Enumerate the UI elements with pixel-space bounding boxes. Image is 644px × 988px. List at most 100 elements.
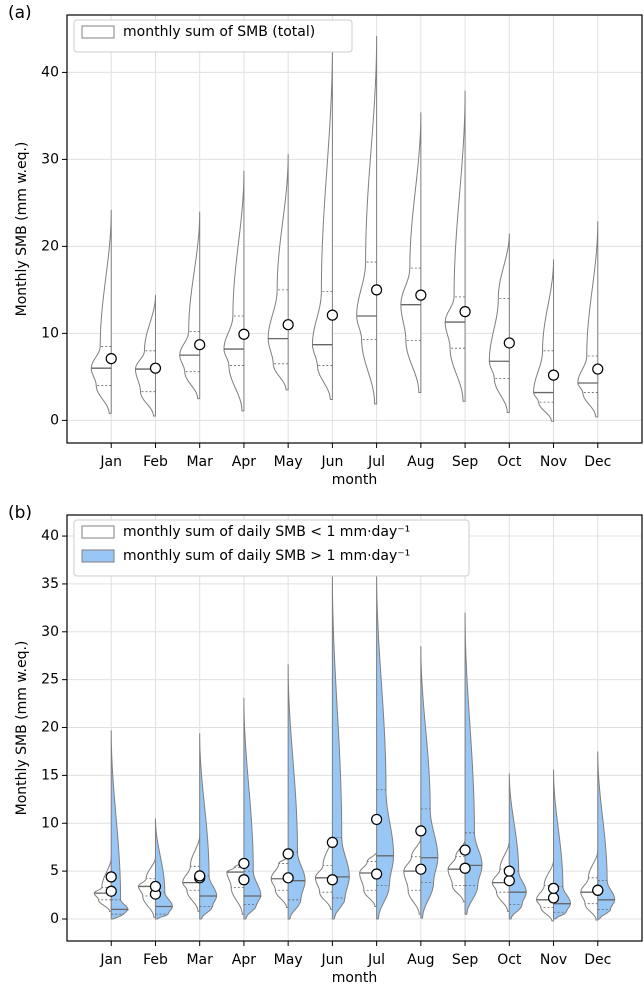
- y-axis-label: Monthly SMB (mm w.eq.): [14, 142, 30, 317]
- violin: [270, 856, 289, 908]
- y-tick-label: 10: [41, 325, 59, 341]
- violin: [403, 837, 422, 915]
- panel: 0 5 10 15 20 25 30 35 40 Jan Feb Mar Apr May Jun Jul Aug…: [8, 503, 643, 986]
- mean-marker: [547, 882, 560, 894]
- x-tick-label: Nov: [540, 454, 567, 470]
- y-tick-label: 0: [50, 911, 59, 927]
- mean-marker: [503, 865, 515, 877]
- plot-frame: [66, 14, 643, 444]
- x-tick-label: Sep: [452, 952, 479, 968]
- violin: [447, 839, 466, 903]
- legend-swatch: [81, 549, 115, 563]
- violin: [508, 773, 527, 920]
- mean-marker: [105, 885, 117, 897]
- mean-marker: [371, 813, 383, 826]
- x-tick-label: Apr: [232, 952, 256, 968]
- violin: [182, 834, 201, 912]
- mean-marker: [105, 353, 117, 365]
- legend-label: monthly sum of daily SMB < 1 mm·day⁻¹: [123, 524, 410, 540]
- violin: [580, 850, 599, 921]
- x-tick-label: Jun: [320, 952, 343, 968]
- legend-swatch: [81, 525, 115, 539]
- x-tick-label: Oct: [497, 952, 522, 968]
- x-tick-label: Sep: [452, 454, 479, 470]
- x-tick-label: Aug: [407, 454, 434, 470]
- mean-marker: [415, 289, 427, 301]
- legend-label: monthly sum of daily SMB > 1 mm·day⁻¹: [123, 548, 410, 564]
- violin: [444, 90, 466, 402]
- violin: [400, 112, 422, 394]
- violin: [536, 859, 555, 922]
- panel: 0 10 20 30 40 Jan Feb Mar Apr May Jun Jul Aug Sep Oct N…: [8, 3, 643, 488]
- mean-marker: [238, 874, 250, 886]
- violin: [376, 572, 395, 920]
- violin: [420, 646, 439, 919]
- x-tick-label: Dec: [584, 952, 611, 968]
- violin: [199, 733, 218, 920]
- mean-marker: [371, 284, 383, 296]
- y-tick-label: 30: [41, 151, 59, 167]
- y-tick-label: 0: [50, 412, 59, 428]
- x-tick-label: Aug: [407, 952, 434, 968]
- violin: [179, 211, 201, 400]
- x-tick-label: May: [274, 952, 303, 968]
- y-tick-label: 5: [50, 863, 59, 879]
- x-tick-label: Apr: [232, 454, 256, 470]
- mean-marker: [149, 362, 162, 374]
- mean-marker: [371, 868, 383, 880]
- mean-marker: [282, 319, 294, 331]
- mean-marker: [503, 337, 515, 349]
- violin: [553, 769, 572, 920]
- mean-marker: [149, 880, 162, 893]
- violin: [356, 35, 378, 405]
- mean-marker: [547, 892, 560, 904]
- mean-marker: [547, 369, 560, 381]
- mean-marker: [194, 339, 206, 351]
- violin: [533, 259, 555, 422]
- violin: [226, 859, 245, 915]
- mean-marker: [592, 363, 604, 375]
- mean-marker: [592, 884, 604, 896]
- violin: [464, 612, 483, 915]
- panel-label: (b): [8, 503, 32, 523]
- x-tick-label: Jun: [320, 454, 343, 470]
- y-tick-label: 20: [41, 238, 59, 254]
- mean-marker: [105, 871, 117, 883]
- x-tick-label: Nov: [540, 952, 567, 968]
- x-tick-label: Oct: [497, 454, 522, 470]
- violin: [223, 170, 245, 412]
- y-tick-label: 40: [41, 64, 59, 80]
- x-tick-label: Feb: [143, 454, 168, 470]
- x-tick-label: Mar: [186, 952, 213, 968]
- y-tick-label: 25: [41, 672, 59, 688]
- x-tick-label: May: [274, 454, 303, 470]
- violin: [267, 154, 289, 391]
- legend-box: [73, 19, 353, 53]
- y-tick-label: 35: [41, 576, 59, 592]
- violin: [331, 574, 350, 920]
- x-tick-label: Jul: [367, 952, 385, 968]
- mean-marker: [459, 844, 471, 856]
- mean-marker: [282, 872, 294, 884]
- plot-frame: [66, 514, 643, 942]
- violin: [491, 840, 510, 912]
- mean-marker: [194, 870, 206, 882]
- x-tick-label: Jan: [99, 952, 122, 968]
- y-tick-label: 10: [41, 815, 59, 831]
- violin: [93, 856, 112, 912]
- x-tick-label: Feb: [143, 952, 168, 968]
- mean-marker: [459, 862, 471, 874]
- mean-marker: [503, 875, 515, 887]
- mean-marker: [238, 328, 250, 340]
- violin: [488, 233, 510, 414]
- mean-marker: [238, 857, 250, 870]
- violin: [154, 818, 173, 920]
- mean-marker: [326, 836, 338, 848]
- violin: [359, 851, 378, 908]
- violin: [90, 209, 112, 414]
- y-axis-label: Monthly SMB (mm w.eq.): [14, 641, 30, 816]
- y-tick-label: 20: [41, 720, 59, 736]
- panel-label: (a): [8, 3, 32, 23]
- legend-swatch: [81, 25, 115, 39]
- violin: [577, 221, 599, 418]
